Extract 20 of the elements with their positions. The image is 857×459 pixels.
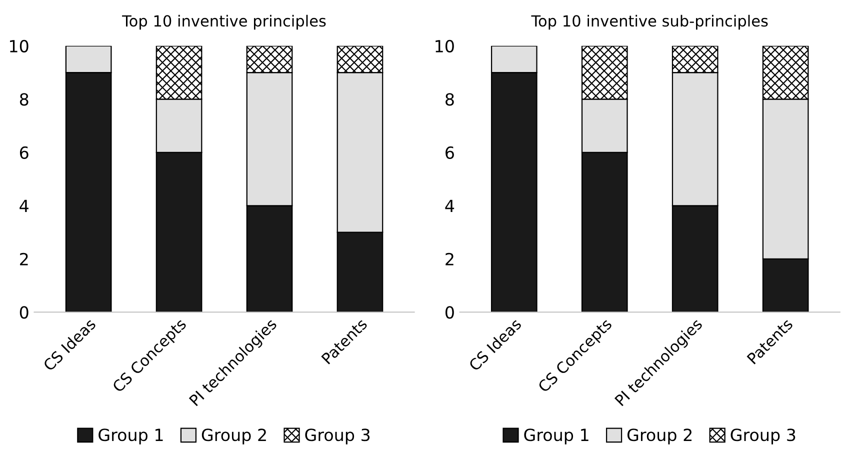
y-tick-label: 2 (20, 252, 28, 266)
legend-label: Group 3 (305, 428, 370, 444)
legend-label: Group 3 (730, 428, 796, 444)
legend-label: Group 1 (98, 428, 163, 444)
y-tick-label: 10 (436, 40, 454, 52)
legend-label: Group 1 (524, 428, 588, 444)
y-tick-label: 8 (20, 93, 28, 106)
y-tick-label: 0 (446, 306, 454, 319)
y-tick-label: 8 (446, 93, 454, 106)
y-tick-label: 2 (446, 252, 454, 266)
y-tick-label: 4 (445, 200, 454, 212)
chart-title: Top 10 inventive principles (122, 14, 326, 30)
y-tick-label: 6 (446, 146, 454, 159)
y-tick-label: 0 (20, 306, 28, 319)
y-tick-label: 10 (10, 40, 28, 52)
y-tick-label: 4 (20, 200, 28, 212)
chart-title: Top 10 inventive sub-principles (531, 14, 768, 30)
legend-label: Group 2 (202, 428, 266, 444)
y-tick-label: 6 (20, 146, 28, 159)
legend-label: Group 2 (627, 428, 692, 444)
